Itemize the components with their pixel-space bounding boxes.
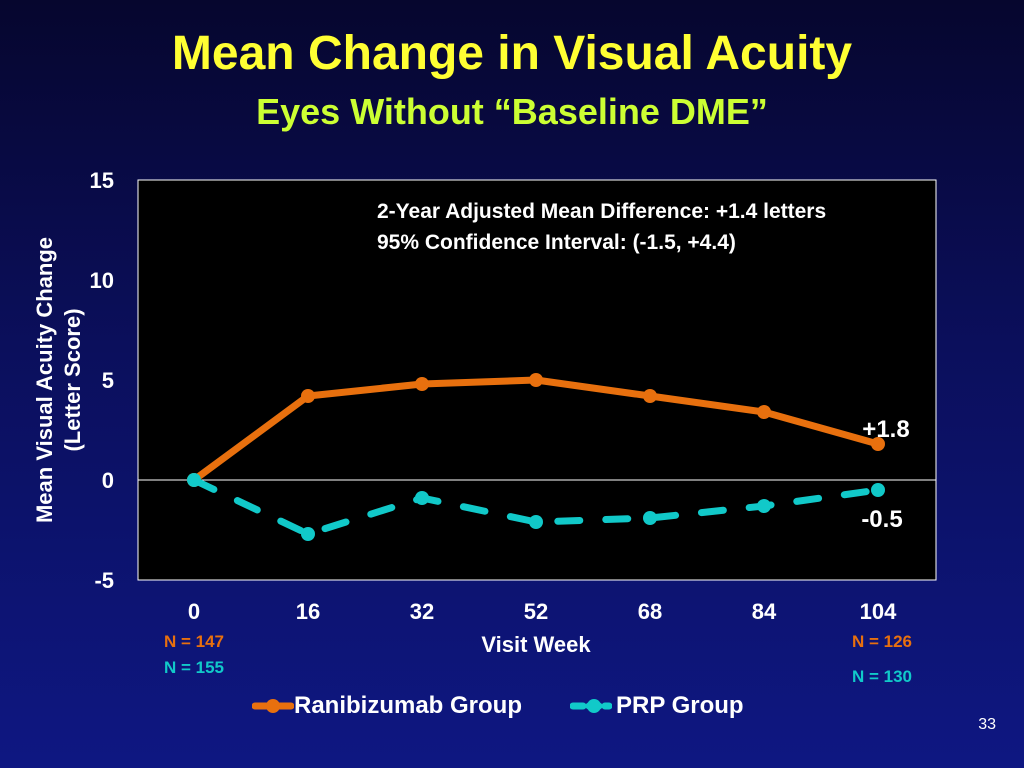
- data-point-ranibizumab: [415, 377, 429, 391]
- data-point-ranibizumab: [301, 389, 315, 403]
- end-label-ranibizumab: +1.8: [862, 416, 909, 443]
- n-count-ranibizumab-start: N = 147: [164, 632, 225, 651]
- slide-number: 33: [978, 716, 996, 733]
- x-tick-label: 16: [296, 599, 320, 624]
- data-point-prp: [187, 473, 201, 487]
- n-count-prp-start: N = 155: [164, 658, 225, 677]
- slide-title: Mean Change in Visual Acuity: [171, 27, 853, 80]
- legend-marker-prp: [570, 699, 612, 713]
- annotation-text: 95% Confidence Interval: (-1.5, +4.4): [377, 231, 736, 254]
- y-tick-label: 10: [90, 268, 114, 293]
- x-tick-label: 104: [860, 599, 897, 624]
- data-point-prp: [301, 527, 315, 541]
- y-axis-label: Mean Visual Acuity Change (Letter Score): [32, 237, 85, 523]
- data-point-ranibizumab: [757, 405, 771, 419]
- data-point-prp: [643, 511, 657, 525]
- annotation-text: 2-Year Adjusted Mean Difference: +1.4 le…: [377, 200, 826, 223]
- n-count-ranibizumab-end: N = 126: [852, 632, 913, 651]
- data-point-ranibizumab: [529, 373, 543, 387]
- n-count-prp-end: N = 130: [852, 667, 913, 686]
- y-tick-label: 5: [102, 368, 114, 393]
- data-point-prp: [529, 515, 543, 529]
- y-tick-label: 0: [102, 468, 114, 493]
- legend-item-prp: PRP Group: [570, 692, 744, 720]
- data-point-prp: [415, 491, 429, 505]
- slide-subtitle: Eyes Without “Baseline DME”: [256, 91, 768, 132]
- legend-item-ranibizumab: Ranibizumab Group: [252, 692, 522, 720]
- x-axis-label: Visit Week: [481, 632, 591, 657]
- x-tick-label: 32: [410, 599, 434, 624]
- y-axis-label-line: (Letter Score): [60, 308, 85, 451]
- legend-label-ranibizumab: Ranibizumab Group: [294, 692, 522, 719]
- legend-label-prp: PRP Group: [616, 692, 744, 719]
- x-tick-label: 52: [524, 599, 548, 624]
- x-tick-label: 0: [188, 599, 200, 624]
- data-point-prp: [757, 499, 771, 513]
- x-tick-label: 84: [752, 599, 777, 624]
- y-tick-label: 15: [90, 168, 114, 193]
- end-label-prp: -0.5: [861, 506, 902, 533]
- data-point-prp: [871, 483, 885, 497]
- x-tick-label: 68: [638, 599, 662, 624]
- y-axis-label-line: Mean Visual Acuity Change: [32, 237, 57, 523]
- y-tick-label: -5: [94, 568, 114, 593]
- data-point-ranibizumab: [643, 389, 657, 403]
- legend-marker-ranibizumab: [252, 699, 294, 713]
- data-point-ranibizumab: [871, 437, 885, 451]
